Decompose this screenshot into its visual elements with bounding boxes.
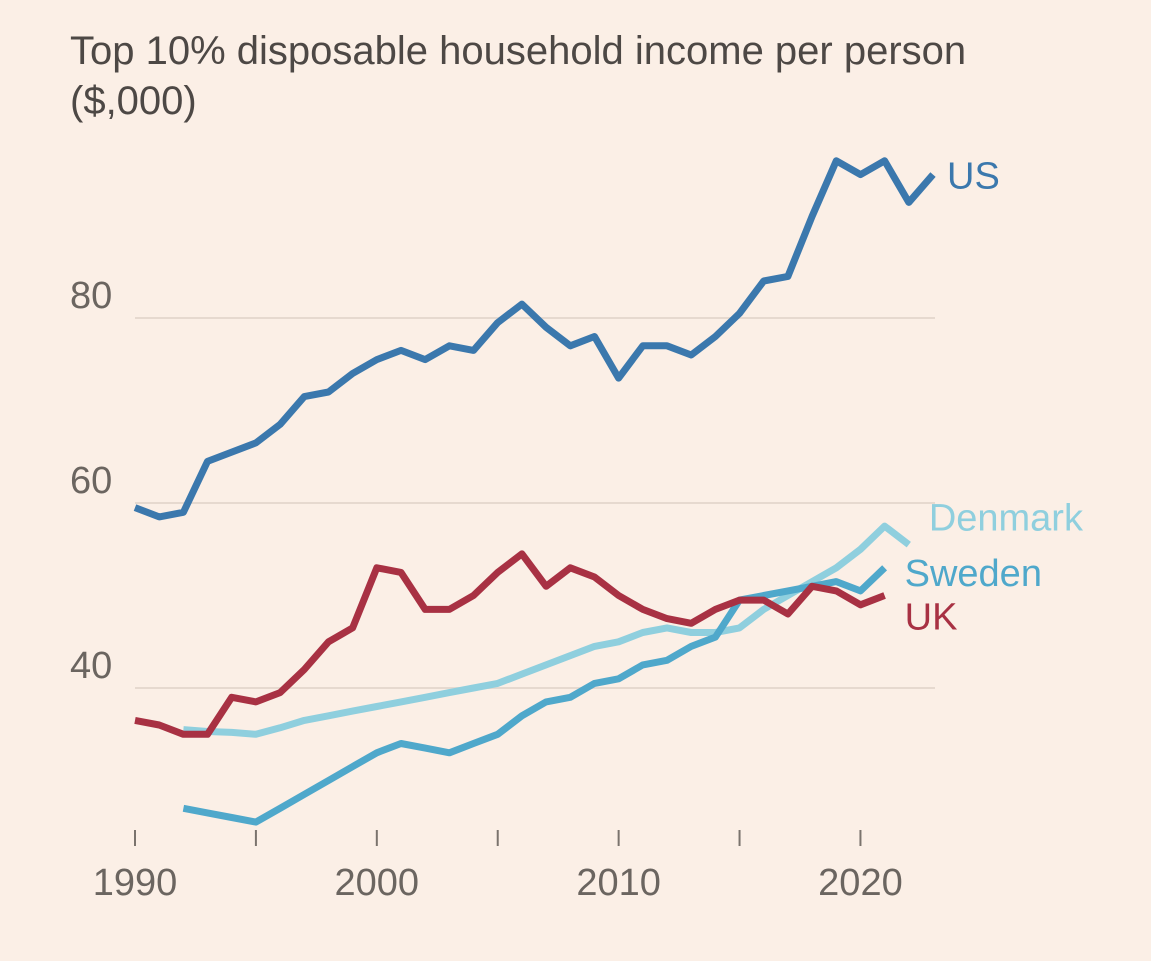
- y-tick-label-40: 40: [70, 645, 112, 687]
- x-tick-label-2000: 2000: [335, 862, 420, 904]
- x-tick-label-2010: 2010: [576, 862, 661, 904]
- x-tick-label-2020: 2020: [818, 862, 903, 904]
- series-line-denmark: [183, 522, 911, 738]
- y-tick-label-80: 80: [70, 275, 112, 317]
- series-label-us: US: [947, 156, 1000, 198]
- y-tick-label-60: 60: [70, 460, 112, 502]
- chart-subtitle: ($,000): [70, 79, 197, 123]
- series-line-uk: [134, 550, 886, 738]
- series-label-sweden: Sweden: [905, 553, 1042, 595]
- x-tick-label-1990: 1990: [93, 862, 178, 904]
- series-line-sweden: [182, 565, 888, 826]
- chart-title: Top 10% disposable household income per …: [70, 29, 967, 73]
- chart-title-block: Top 10% disposable household income per …: [70, 26, 1130, 126]
- series-label-uk: UK: [905, 597, 958, 639]
- series-line-us: [133, 157, 936, 521]
- series-label-denmark: Denmark: [929, 498, 1084, 540]
